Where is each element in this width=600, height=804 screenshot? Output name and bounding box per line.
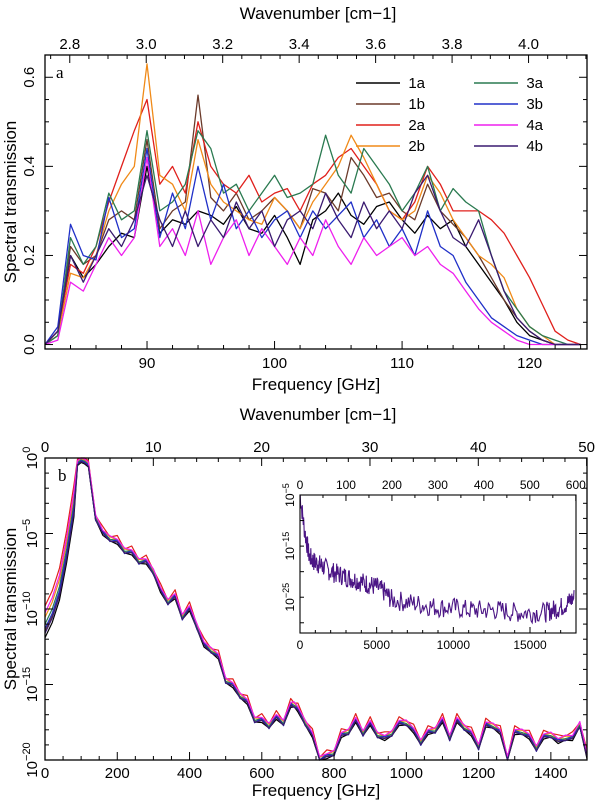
panel-b-top-ticks: 0 10 20 30 40 50 <box>41 439 595 466</box>
y-tick-label: 100 <box>21 447 41 470</box>
top-tick-label: 3.0 <box>136 36 157 53</box>
top-tick-label: 20 <box>253 439 270 456</box>
spectrum-line-6 <box>44 457 588 757</box>
panel-a-x-ticks: 90 100 110 120 <box>70 341 582 372</box>
y-tick-label-group: 100 <box>21 447 41 470</box>
top-tick-label: 4.0 <box>518 36 539 53</box>
y-tick-label: 10−5 <box>21 519 41 548</box>
top-tick-label: 3.4 <box>289 36 310 53</box>
inset-top-tick-label: 0 <box>297 478 304 492</box>
y-tick-label: 0.0 <box>21 334 38 355</box>
inset-top-tick-label: 200 <box>382 478 402 492</box>
x-tick-label: 100 <box>262 355 287 372</box>
inset-series <box>299 495 575 625</box>
panel-a-series <box>44 63 581 346</box>
top-tick-label: 50 <box>578 439 595 456</box>
panel-a-y-axis-title: Spectral transmission <box>1 121 20 284</box>
x-tick-label: 600 <box>249 765 274 782</box>
y-tick-label-group: 10−5 <box>21 519 41 548</box>
inset-top-tick-label: 500 <box>520 478 540 492</box>
panel-b-letter: b <box>58 466 67 485</box>
inset-y-tick-label-group: 10−15 <box>281 532 297 561</box>
x-tick-label: 1400 <box>534 765 567 782</box>
x-tick-label: 120 <box>517 355 542 372</box>
y-tick-label-group: 10−15 <box>21 667 41 702</box>
y-tick-label: 0.4 <box>21 156 38 177</box>
panel-a-x-axis-title: Frequency [GHz] <box>252 375 381 394</box>
legend-label-1a: 1a <box>408 75 425 92</box>
inset-top-tick-label: 600 <box>566 478 586 492</box>
inset-y-tick-label: 10−15 <box>281 532 297 561</box>
panel-a-letter: a <box>56 63 64 82</box>
panel-a-legend: 1a 1b 2a 2b 3a 3b 4a 4b <box>356 75 544 155</box>
panel-b-x-ticks: 0 200 400 600 800 1000 1200 1400 <box>41 752 588 782</box>
top-tick-label: 3.2 <box>212 36 233 53</box>
legend-label-4a: 4a <box>526 117 543 134</box>
panel-a-top-ticks: 2.8 3.0 3.2 3.4 3.6 3.8 4.0 <box>50 36 587 63</box>
panel-a-top-axis-title: Wavenumber [cm−1] <box>240 4 397 23</box>
legend-label-3b: 3b <box>526 96 543 113</box>
inset-y-tick-label: 10−5 <box>281 483 297 507</box>
legend-label-2b: 2b <box>408 138 425 155</box>
y-tick-label: 10−10 <box>21 591 41 626</box>
inset-x-tick-label: 0 <box>297 638 304 652</box>
legend-label-3a: 3a <box>526 75 543 92</box>
legend-label-4b: 4b <box>526 138 543 155</box>
panel-a-y-ticks: 0.0 0.2 0.4 0.6 <box>21 67 587 355</box>
inset-spectrum-line <box>299 495 575 625</box>
panel-b-series <box>44 457 588 761</box>
inset-top-tick-label: 300 <box>428 478 448 492</box>
top-tick-label: 40 <box>470 439 487 456</box>
spectrum-line-7 <box>44 461 588 761</box>
series-line-2b <box>44 63 581 346</box>
y-tick-label: 10−15 <box>21 667 41 702</box>
y-tick-label: 0.2 <box>21 245 38 266</box>
series-line-3b <box>44 147 581 346</box>
inset-top-tick-label: 100 <box>336 478 356 492</box>
top-tick-label: 30 <box>362 439 379 456</box>
inset-ticks: 0 5000 10000 15000 0 100 200 300 400 500 600 10−5 10… <box>281 478 586 652</box>
x-tick-label: 0 <box>41 765 49 782</box>
y-tick-label: 0.6 <box>21 67 38 88</box>
x-tick-label: 800 <box>322 765 347 782</box>
y-tick-label-group: 10−20 <box>21 742 41 777</box>
panel-b-y-ticks: 10−20 10−15 10−10 10−5 100 <box>21 447 587 778</box>
panel-a-frame <box>44 54 588 350</box>
panel-b-top-axis-title: Wavenumber [cm−1] <box>240 405 397 424</box>
x-tick-label: 400 <box>177 765 202 782</box>
inset-y-tick-label: 10−25 <box>281 583 297 612</box>
inset-x-tick-label: 15000 <box>513 638 547 652</box>
inset-x-tick-label: 10000 <box>437 638 471 652</box>
top-tick-label: 3.6 <box>365 36 386 53</box>
y-tick-label: 10−20 <box>21 742 41 777</box>
spectrum-line-4 <box>44 459 588 761</box>
top-tick-label: 3.8 <box>442 36 463 53</box>
legend-label-2a: 2a <box>408 117 425 134</box>
inset-y-tick-label-group: 10−5 <box>281 483 297 507</box>
x-tick-label: 90 <box>139 355 156 372</box>
inset-top-tick-label: 400 <box>474 478 494 492</box>
x-tick-label: 1200 <box>462 765 495 782</box>
panel-b: Wavenumber [cm−1] 0 10 20 30 40 50 10−20 10−15… <box>1 405 595 800</box>
panel-b-y-axis-title: Spectral transmission <box>1 528 20 691</box>
inset-y-tick-label-group: 10−25 <box>281 583 297 612</box>
panel-b-inset: 0 5000 10000 15000 0 100 200 300 400 500 600 10−5 10… <box>281 478 586 652</box>
legend-label-1b: 1b <box>408 96 425 113</box>
series-line-4a <box>44 156 581 346</box>
x-tick-label: 1000 <box>390 765 423 782</box>
top-tick-label: 0 <box>41 439 49 456</box>
top-tick-label: 10 <box>145 439 162 456</box>
inset-x-tick-label: 5000 <box>363 638 390 652</box>
series-line-4b <box>44 174 581 346</box>
panel-b-x-axis-title: Frequency [GHz] <box>252 781 381 800</box>
panel-a: Wavenumber [cm−1] 2.8 3.0 3.2 3.4 3.6 3.8 4.0 … <box>1 4 588 394</box>
y-tick-label-group: 10−10 <box>21 591 41 626</box>
x-tick-label: 110 <box>390 355 414 372</box>
x-tick-label: 200 <box>105 765 130 782</box>
top-tick-label: 2.8 <box>59 36 80 53</box>
